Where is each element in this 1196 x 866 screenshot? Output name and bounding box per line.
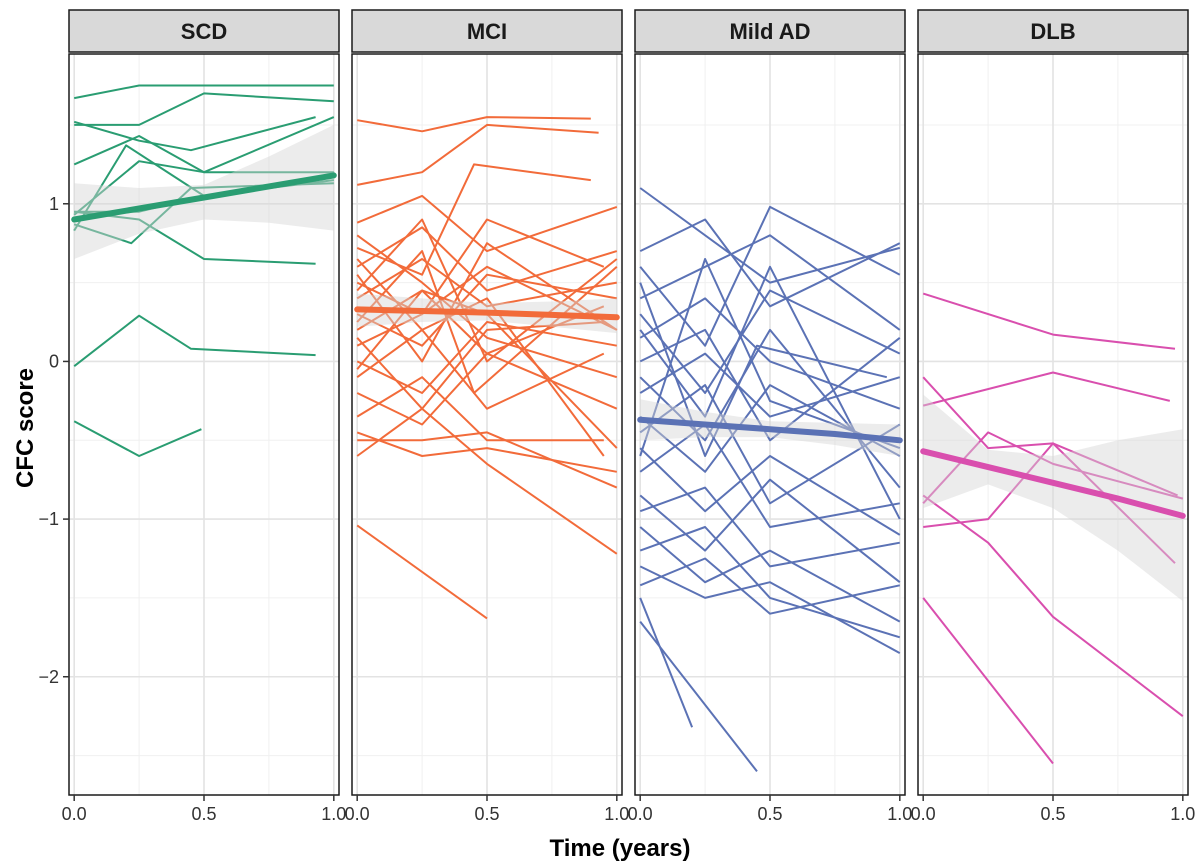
subject-line bbox=[73, 116, 316, 152]
subject-line bbox=[922, 292, 1176, 350]
subject-line bbox=[639, 478, 901, 583]
y-axis-title: CFC score bbox=[12, 368, 39, 488]
subject-line bbox=[639, 187, 901, 284]
y-tick-label: −1 bbox=[38, 509, 59, 529]
x-tick-label: 0.0 bbox=[911, 804, 936, 824]
subject-line bbox=[639, 282, 888, 457]
subject-line bbox=[639, 526, 901, 623]
subject-line bbox=[922, 494, 1184, 717]
trend-line bbox=[920, 448, 1186, 519]
subject-line bbox=[356, 218, 618, 363]
x-tick-label: 0.5 bbox=[191, 804, 216, 824]
subject-line bbox=[74, 92, 334, 126]
confidence-band bbox=[74, 124, 334, 260]
panel-strip bbox=[68, 9, 340, 53]
confidence-band bbox=[923, 394, 1183, 602]
x-tick-label: 0.0 bbox=[628, 804, 653, 824]
panel-dlb: DLB 0.0 0.5 1.0 bbox=[911, 9, 1195, 824]
x-tick-label: 1.0 bbox=[1170, 804, 1195, 824]
subject-line bbox=[639, 423, 900, 528]
subject-line bbox=[639, 620, 758, 773]
trend-line bbox=[354, 306, 620, 321]
panel-mci: MCI 0.0 0.5 1.0 bbox=[345, 9, 629, 824]
subject-line bbox=[639, 447, 901, 536]
subject-line bbox=[639, 258, 901, 457]
x-tick-label: 1.0 bbox=[321, 804, 346, 824]
subject-line bbox=[639, 218, 901, 308]
x-tick-label: 0.5 bbox=[757, 804, 782, 824]
x-tick-label: 0.0 bbox=[62, 804, 87, 824]
subject-line bbox=[356, 524, 488, 620]
panel-strip-label: DLB bbox=[1030, 19, 1075, 44]
panel-strip bbox=[634, 9, 906, 53]
subject-line bbox=[356, 163, 591, 276]
subject-line bbox=[73, 314, 316, 367]
panel-strip-label: MCI bbox=[467, 19, 507, 44]
subject-line bbox=[73, 420, 202, 457]
subject-line bbox=[922, 597, 1054, 765]
subject-line bbox=[356, 321, 604, 410]
x-tick-label: 1.0 bbox=[604, 804, 629, 824]
panel-mild-ad: Mild AD 0.0 0.5 1.0 bbox=[628, 9, 912, 824]
subject-line bbox=[356, 289, 618, 449]
subject-line bbox=[357, 123, 599, 186]
x-tick-label: 0.5 bbox=[1040, 804, 1065, 824]
subject-line bbox=[922, 431, 1184, 504]
subject-line bbox=[639, 486, 900, 568]
panel-strip-label: Mild AD bbox=[729, 19, 810, 44]
subject-line bbox=[356, 407, 618, 555]
subject-line bbox=[357, 116, 591, 133]
subject-line bbox=[639, 557, 901, 615]
subject-line bbox=[356, 250, 618, 394]
x-tick-label: 0.0 bbox=[345, 804, 370, 824]
trend-line bbox=[637, 416, 903, 444]
subject-line bbox=[639, 384, 901, 505]
subject-line bbox=[922, 376, 1178, 497]
subject-line bbox=[639, 205, 901, 347]
y-tick-label: 0 bbox=[49, 351, 59, 371]
subject-line bbox=[923, 442, 1176, 564]
subject-line bbox=[356, 376, 604, 442]
subject-line bbox=[356, 226, 618, 292]
subject-line bbox=[356, 218, 605, 316]
subject-line bbox=[922, 371, 1171, 407]
subject-line bbox=[74, 84, 334, 100]
subject-line bbox=[639, 597, 694, 728]
x-tick-label: 0.5 bbox=[474, 804, 499, 824]
x-tick-label: 1.0 bbox=[887, 804, 912, 824]
subject-line bbox=[639, 234, 901, 331]
subject-line bbox=[73, 116, 335, 174]
panel-scd: SCD 0.0 0.5 1.0 bbox=[62, 9, 346, 824]
panel-strip bbox=[351, 9, 623, 53]
y-tick-label: −2 bbox=[38, 667, 59, 687]
subject-line bbox=[356, 321, 617, 394]
trend-line bbox=[71, 172, 337, 223]
subject-line bbox=[639, 265, 901, 520]
y-axis: 1 0 −1 −2 bbox=[38, 194, 69, 687]
subject-line bbox=[639, 565, 901, 654]
subject-line bbox=[73, 160, 334, 216]
panel-strip bbox=[917, 9, 1189, 53]
y-tick-label: 1 bbox=[49, 194, 59, 214]
panels-layer: SCD 0.0 0.5 1.0 MCI 0.0 0.5 1.0 Mild AD 0.0 0.5 1.0… bbox=[62, 9, 1195, 824]
x-axis-title: Time (years) bbox=[550, 835, 691, 862]
panel-strip-label: SCD bbox=[181, 19, 227, 44]
subject-line bbox=[356, 431, 617, 473]
subject-line bbox=[356, 258, 617, 308]
subject-line bbox=[356, 194, 618, 253]
